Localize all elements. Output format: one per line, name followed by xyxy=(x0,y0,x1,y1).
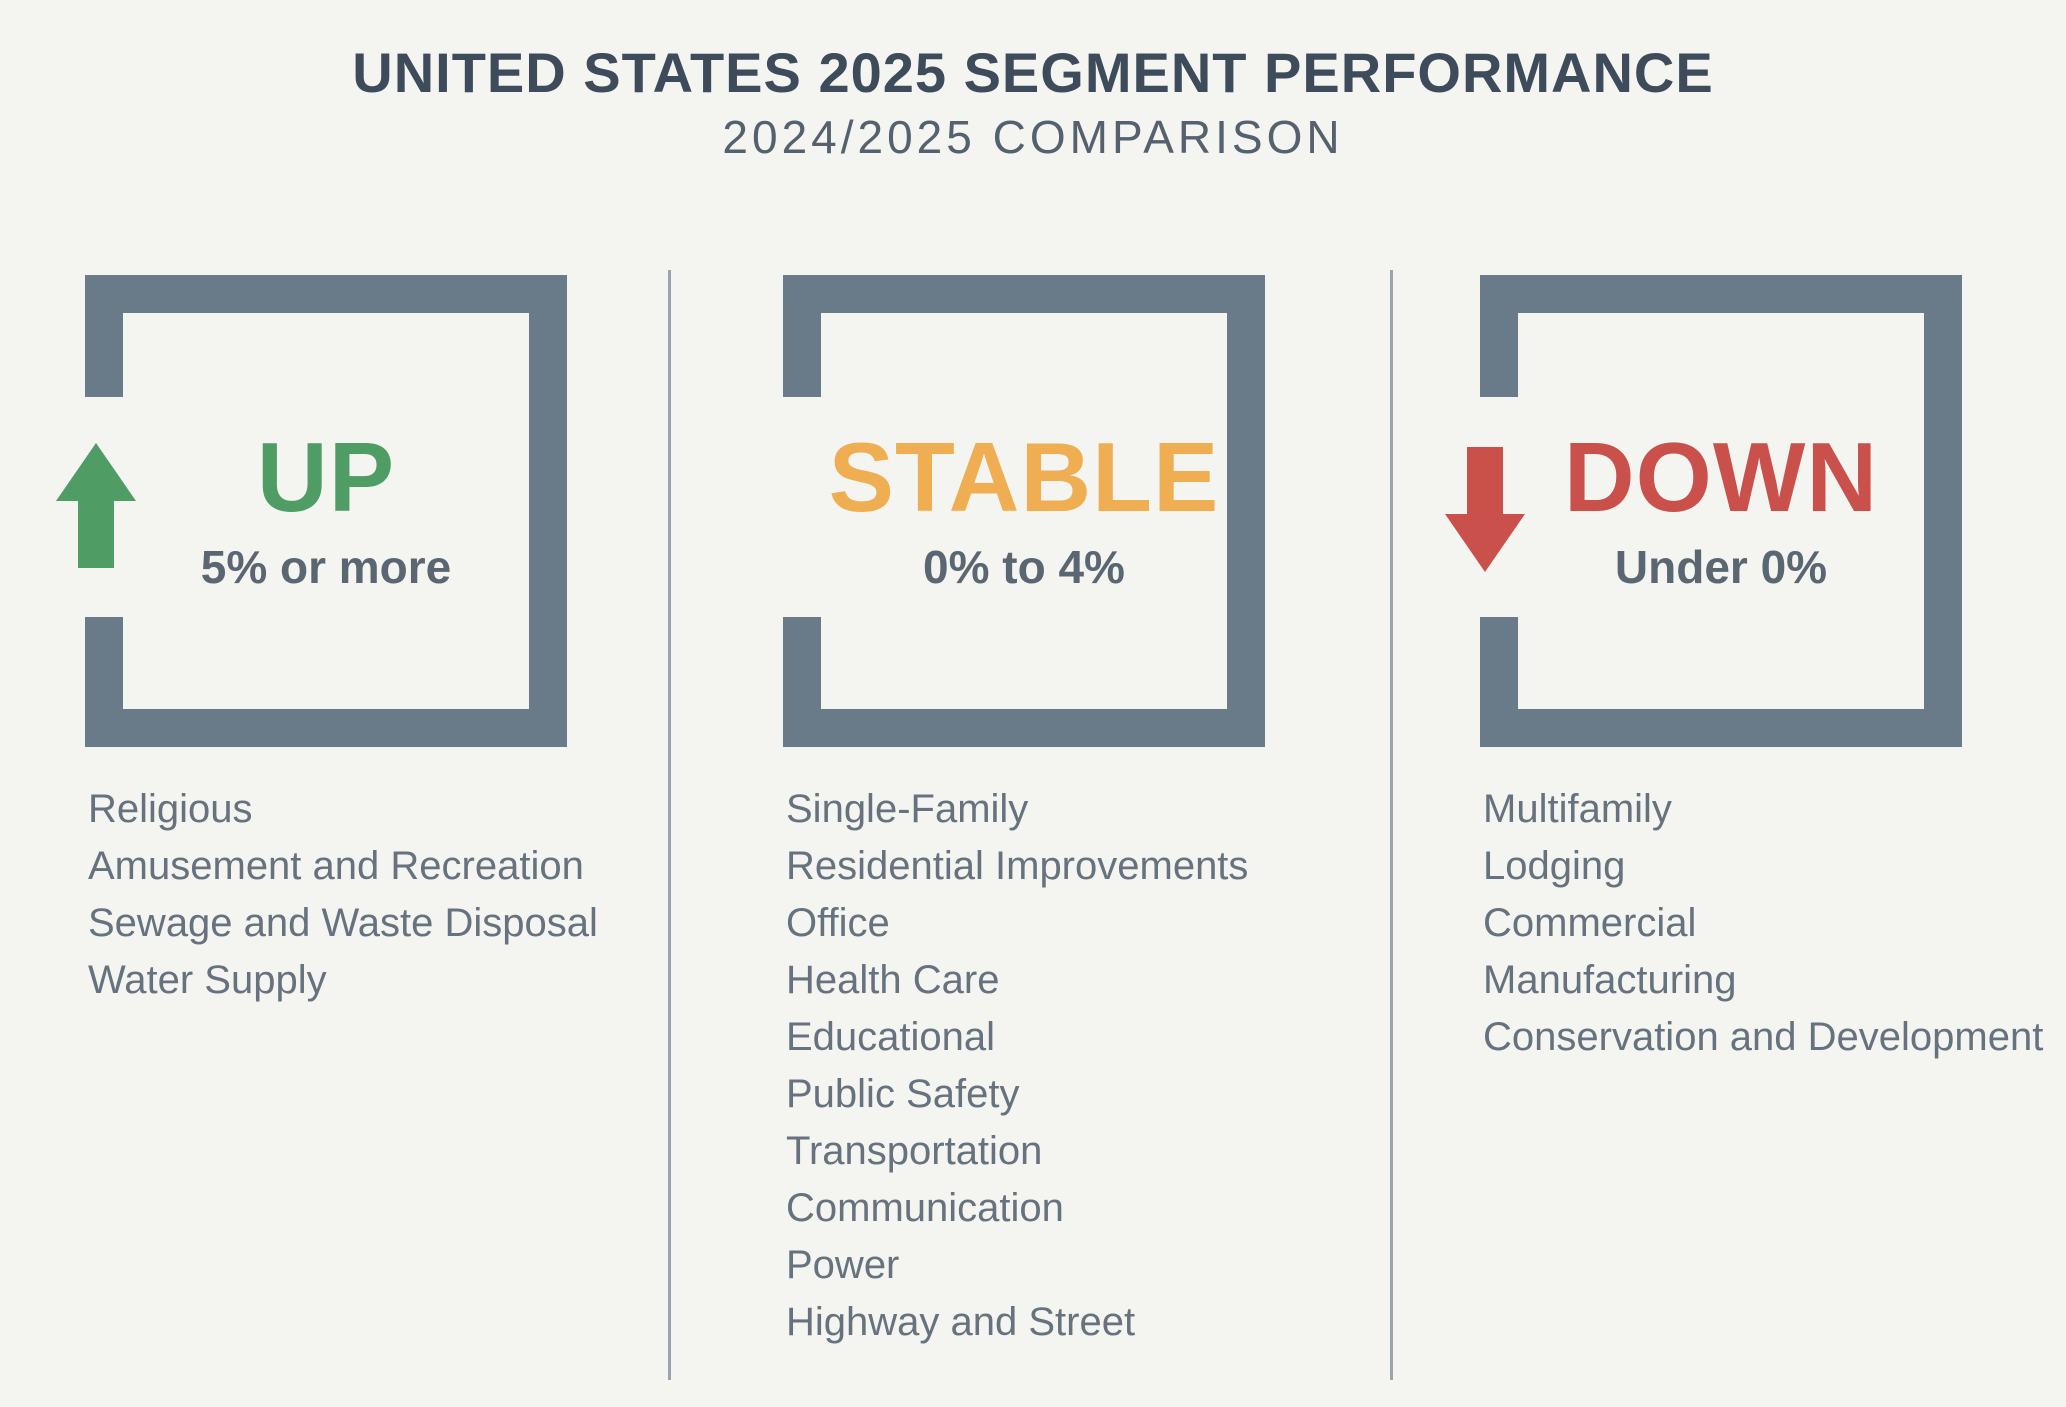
list-item: Communication xyxy=(786,1186,1064,1230)
list-item: Residential Improvements xyxy=(786,844,1249,888)
list-item: Power xyxy=(786,1243,900,1287)
segment-column-down: DOWN Under 0% xyxy=(1445,275,1962,747)
segment-range: Under 0% xyxy=(1614,541,1828,593)
column-divider xyxy=(1390,270,1393,1380)
list-item: Amusement and Recreation xyxy=(88,844,584,888)
segment-label: STABLE xyxy=(828,422,1220,532)
segment-range: 5% or more xyxy=(200,541,452,593)
list-item: Transportation xyxy=(786,1129,1043,1173)
segment-label: DOWN xyxy=(1563,422,1879,532)
list-item: Health Care xyxy=(786,958,1000,1002)
list-item: Multifamily xyxy=(1483,787,1672,831)
up-arrow-icon xyxy=(56,443,136,568)
page-title: UNITED STATES 2025 SEGMENT PERFORMANCE xyxy=(352,41,1714,104)
segment-column-up: UP 5% or more xyxy=(56,275,567,747)
segment-label: UP xyxy=(256,422,396,532)
down-arrow-icon xyxy=(1445,447,1525,572)
segment-header-up: UP 5% or more xyxy=(85,275,567,747)
segment-list-stable: Single-Family Residential Improvements Off… xyxy=(786,781,1386,1351)
list-item: Manufacturing xyxy=(1483,958,1737,1002)
list-item: Highway and Street xyxy=(786,1300,1136,1344)
list-item: Lodging xyxy=(1483,844,1626,888)
segment-header-down: DOWN Under 0% xyxy=(1480,275,1962,747)
list-item: Conservation and Development xyxy=(1483,1015,2044,1059)
list-item: Public Safety xyxy=(786,1072,1020,1116)
list-item: Office xyxy=(786,901,890,945)
segment-list-down: Multifamily Lodging Commercial Manufacturin… xyxy=(1483,781,2066,1066)
frame-gap xyxy=(783,397,821,617)
segment-range: 0% to 4% xyxy=(923,541,1125,593)
column-divider xyxy=(668,270,671,1380)
segment-header-stable: STABLE 0% to 4% xyxy=(783,275,1265,747)
list-item: Religious xyxy=(88,787,253,831)
list-item: Water Supply xyxy=(88,958,327,1002)
segment-list-up: Religious Amusement and Recreation Sewage … xyxy=(88,781,688,1009)
list-item: Single-Family xyxy=(786,787,1029,831)
segment-column-stable: STABLE 0% to 4% xyxy=(783,275,1265,747)
list-item: Educational xyxy=(786,1015,996,1059)
list-item: Sewage and Waste Disposal xyxy=(88,901,598,945)
page-subtitle: 2024/2025 COMPARISON xyxy=(722,111,1344,163)
list-item: Commercial xyxy=(1483,901,1697,945)
